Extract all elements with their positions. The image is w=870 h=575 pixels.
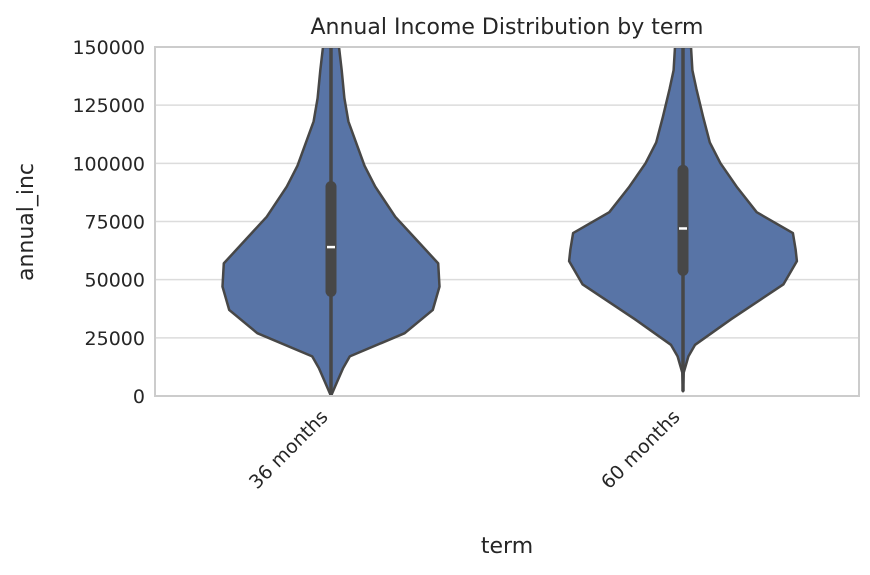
chart-title: Annual Income Distribution by term bbox=[311, 15, 704, 40]
y-tick-label: 0 bbox=[133, 386, 145, 408]
y-tick-label: 150000 bbox=[72, 37, 145, 59]
plot-frame bbox=[154, 46, 860, 397]
x-tick-label: 36 months bbox=[245, 406, 333, 494]
x-tick-labels: 36 months 60 months bbox=[245, 406, 685, 494]
y-tick-label: 50000 bbox=[85, 270, 145, 292]
y-tick-label: 100000 bbox=[72, 153, 145, 175]
y-tick-label: 25000 bbox=[85, 328, 145, 350]
x-tick-label: 60 months bbox=[597, 406, 685, 494]
violins bbox=[221, 47, 799, 396]
y-tick-labels: 0 25000 50000 75000 100000 125000 150000 bbox=[72, 37, 145, 408]
y-tick-label: 75000 bbox=[85, 212, 145, 234]
y-tick-label: 125000 bbox=[72, 95, 145, 117]
y-axis-label: annual_inc bbox=[14, 163, 39, 281]
x-axis-label: term bbox=[481, 534, 533, 559]
